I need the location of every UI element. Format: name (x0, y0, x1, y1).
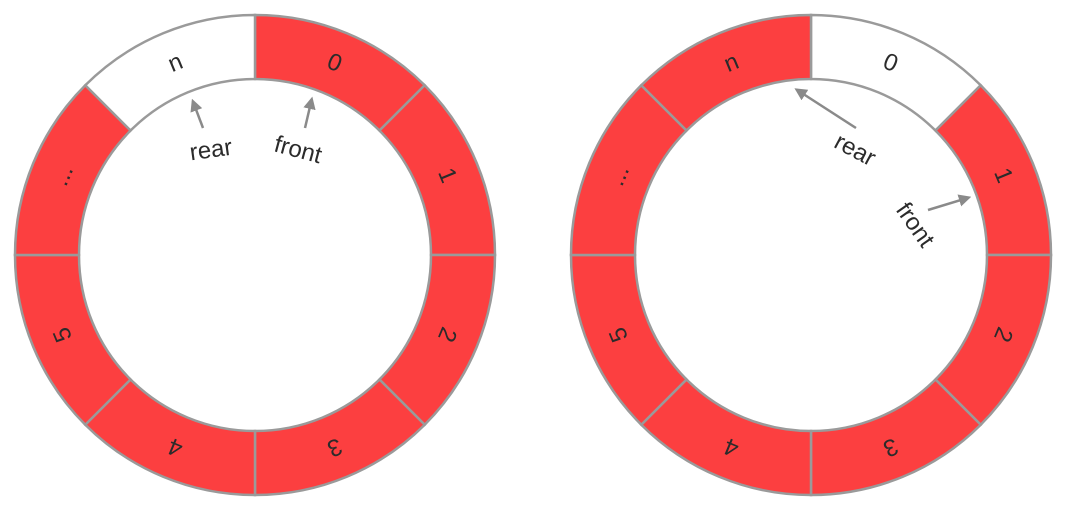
rear-arrow (794, 88, 857, 130)
segment-7 (83, 13, 257, 133)
front-pointer-label: front (271, 131, 325, 170)
front-pointer-label: front (890, 198, 940, 253)
segment-7 (639, 13, 813, 133)
front-arrow (927, 194, 972, 212)
rear-pointer-label: rear (830, 128, 880, 172)
rear-arrow (190, 98, 205, 129)
front-arrow (303, 96, 316, 129)
rear-pointer-label: rear (188, 134, 234, 167)
